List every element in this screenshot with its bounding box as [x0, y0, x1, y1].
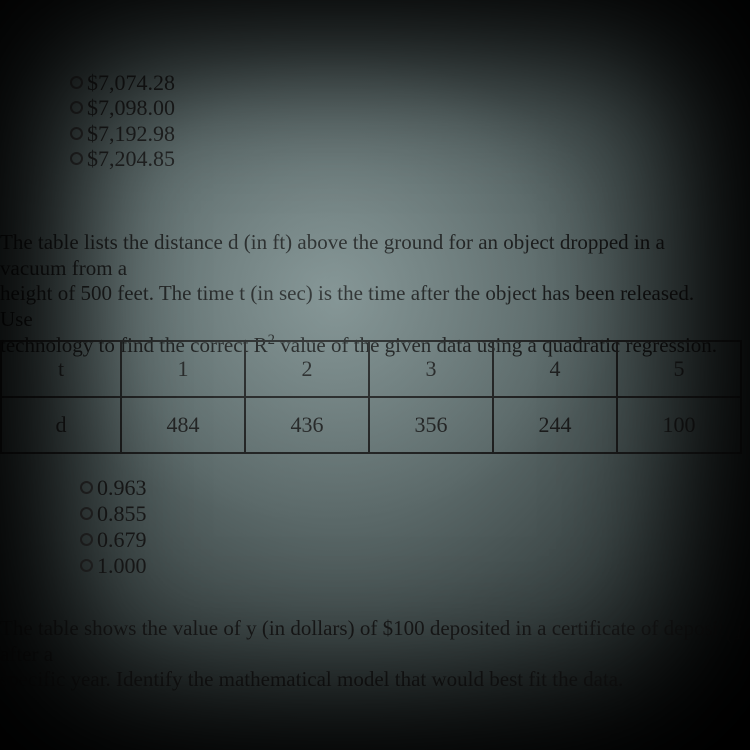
choice-label: $7,098.00 [87, 95, 175, 120]
radio-icon [70, 76, 83, 89]
choice-row[interactable]: $7,192.98 [70, 121, 175, 146]
choice-row[interactable]: $7,074.28 [70, 70, 175, 95]
choice-label: $7,192.98 [87, 121, 175, 146]
question-line: height of 500 feet. The time t (in sec) … [0, 281, 694, 331]
table-cell: 3 [369, 341, 493, 397]
table-cell: 356 [369, 397, 493, 453]
table-cell: 484 [121, 397, 245, 453]
radio-icon [70, 152, 83, 165]
radio-icon [70, 127, 83, 140]
radio-icon [80, 507, 93, 520]
table-cell: 2 [245, 341, 369, 397]
table-row: d 484 436 356 244 100 [1, 397, 741, 453]
radio-icon [80, 559, 93, 572]
row-header-d: d [1, 397, 121, 453]
choice-row[interactable]: 0.963 [80, 475, 147, 501]
table-cell: 100 [617, 397, 741, 453]
radio-icon [80, 533, 93, 546]
next-question-line: specific year. Identify the mathematical… [0, 667, 623, 691]
choice-label: 0.963 [97, 475, 147, 501]
table-cell: 4 [493, 341, 617, 397]
question-line: The table lists the distance d (in ft) a… [0, 230, 665, 280]
choice-row[interactable]: 0.855 [80, 501, 147, 527]
choice-row[interactable]: $7,204.85 [70, 146, 175, 171]
table-row: t 1 2 3 4 5 [1, 341, 741, 397]
choice-label: 0.855 [97, 501, 147, 527]
choice-row[interactable]: $7,098.00 [70, 95, 175, 120]
next-question-prompt: The table shows the value of y (in dolla… [0, 616, 740, 693]
previous-question-choices: $7,074.28 $7,098.00 $7,192.98 $7,204.85 [70, 70, 175, 171]
page-fragment: (1 [727, 620, 745, 645]
table-cell: 1 [121, 341, 245, 397]
row-header-t: t [1, 341, 121, 397]
choice-label: 1.000 [97, 553, 147, 579]
radio-icon [70, 101, 83, 114]
answer-choices: 0.963 0.855 0.679 1.000 [80, 475, 147, 579]
next-question-line: The table shows the value of y (in dolla… [0, 616, 724, 666]
choice-label: 0.679 [97, 527, 147, 553]
table-cell: 244 [493, 397, 617, 453]
table-cell: 436 [245, 397, 369, 453]
choice-label: $7,204.85 [87, 146, 175, 171]
choice-row[interactable]: 1.000 [80, 553, 147, 579]
data-table: t 1 2 3 4 5 d 484 436 356 244 100 [0, 340, 742, 454]
table-cell: 5 [617, 341, 741, 397]
radio-icon [80, 481, 93, 494]
choice-label: $7,074.28 [87, 70, 175, 95]
choice-row[interactable]: 0.679 [80, 527, 147, 553]
